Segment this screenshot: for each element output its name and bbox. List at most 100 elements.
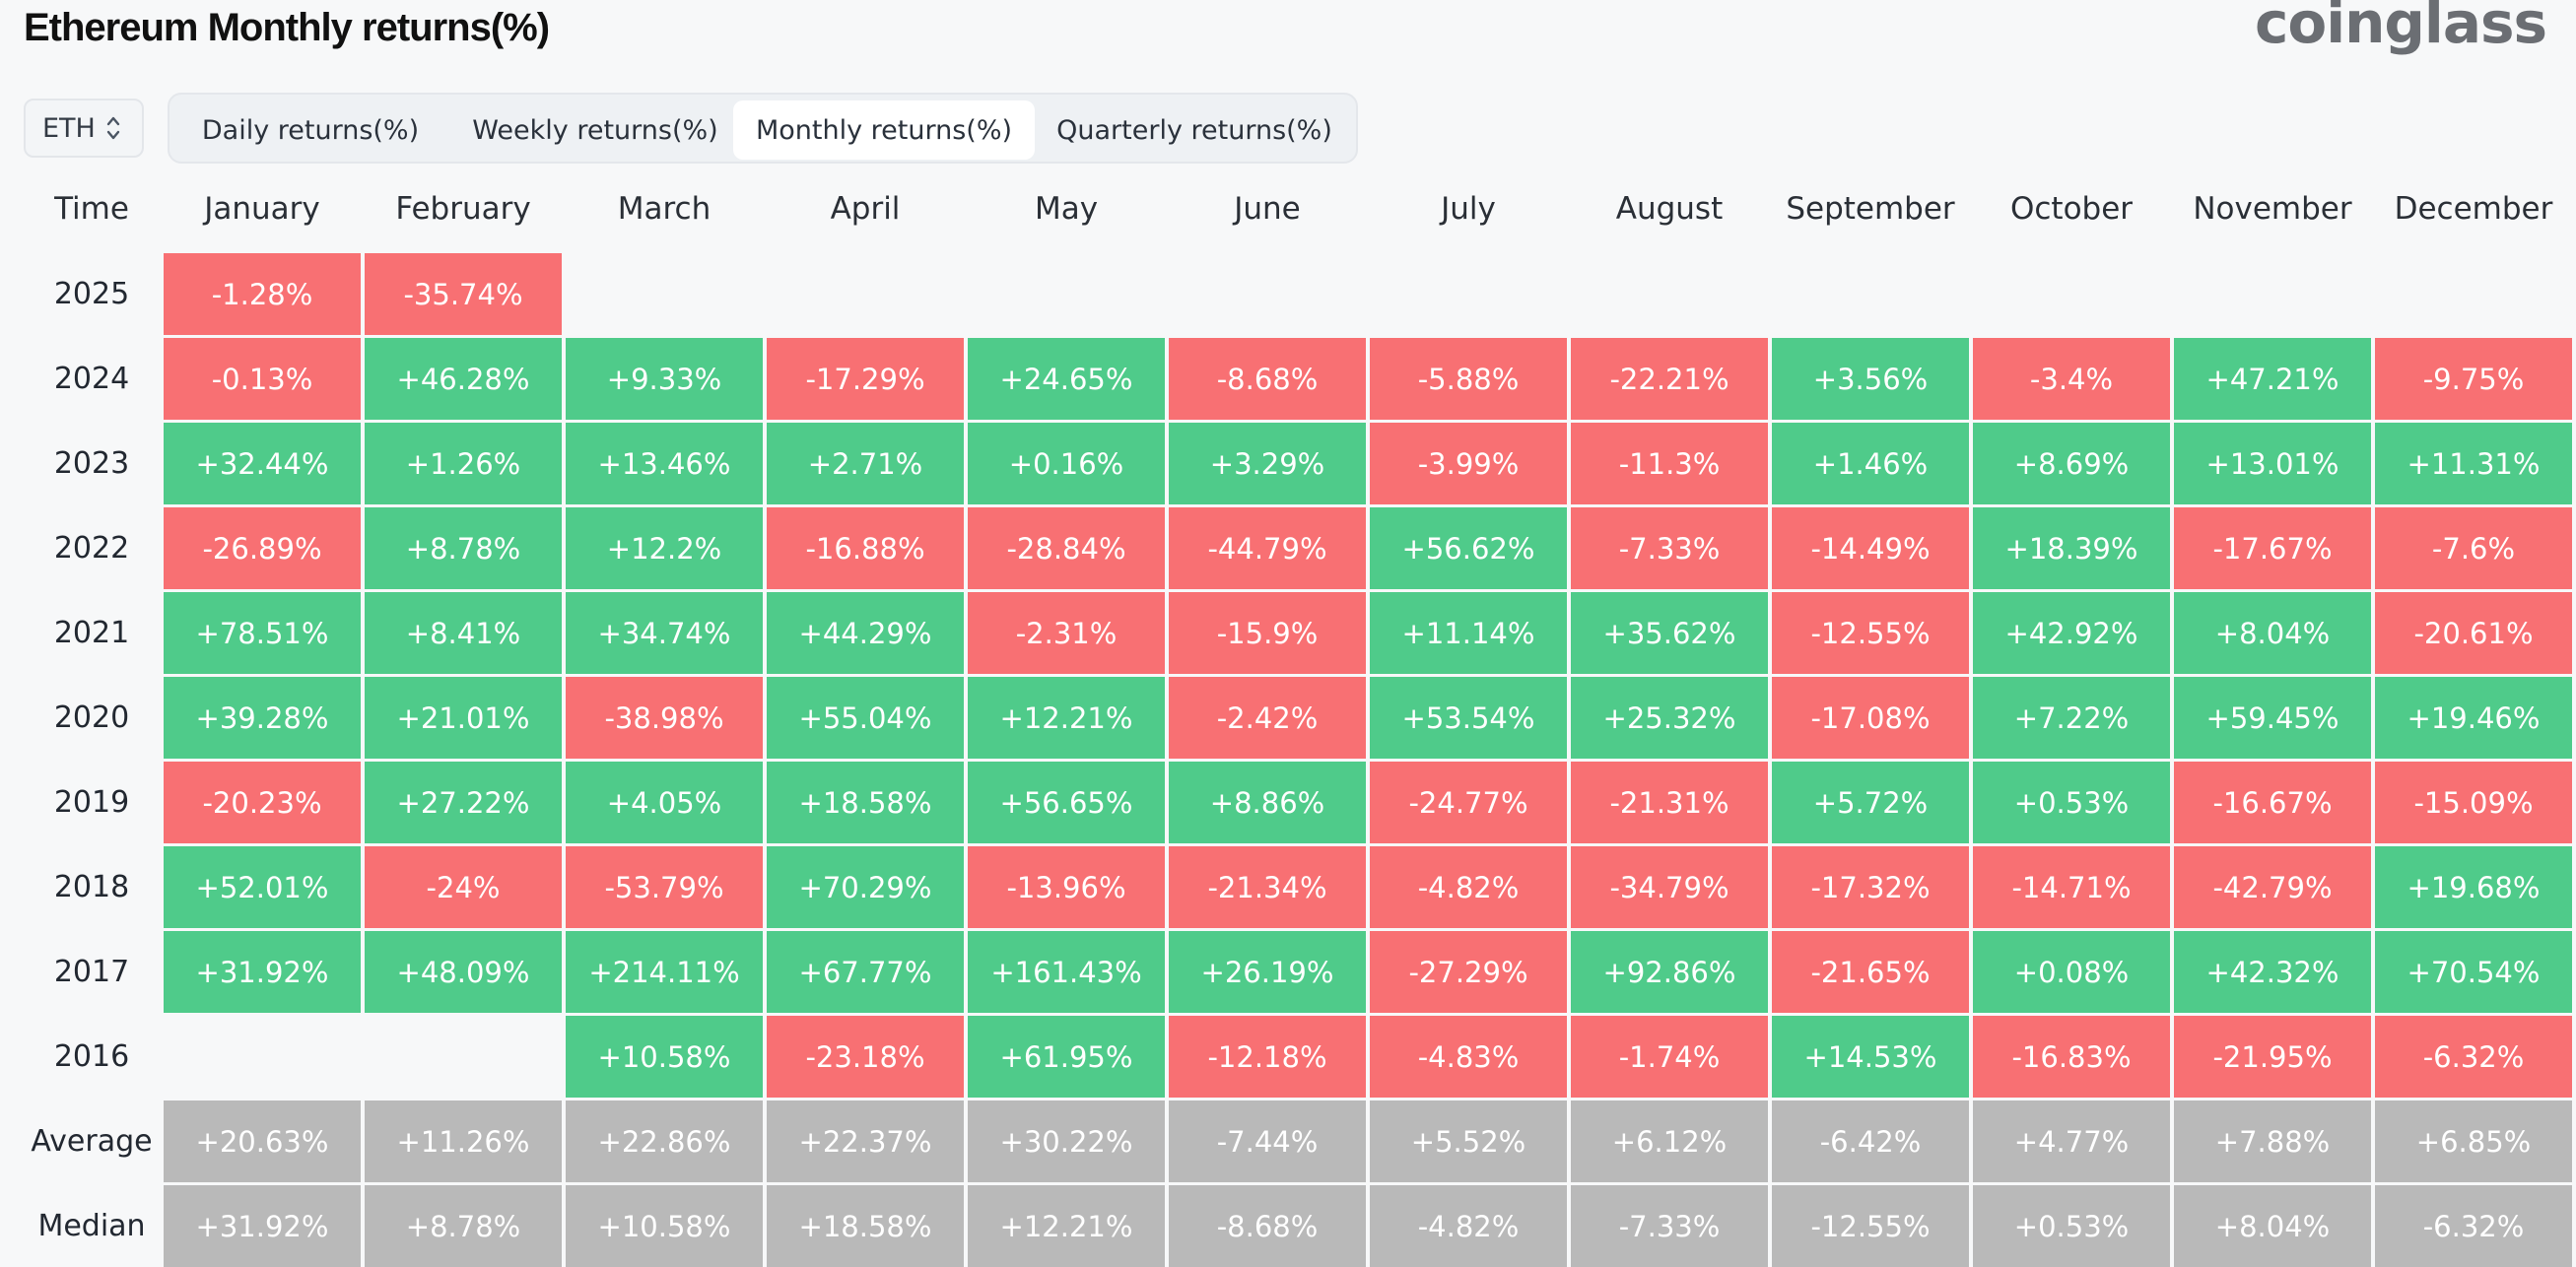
return-cell[interactable]: +13.46% bbox=[566, 423, 763, 504]
return-cell[interactable]: -53.79% bbox=[566, 846, 763, 928]
return-cell[interactable]: +56.65% bbox=[968, 762, 1165, 843]
return-cell[interactable]: +11.26% bbox=[365, 1100, 562, 1182]
return-cell[interactable]: +12.21% bbox=[968, 1185, 1165, 1267]
return-cell[interactable]: +48.09% bbox=[365, 931, 562, 1013]
return-cell[interactable]: -3.99% bbox=[1370, 423, 1567, 504]
return-cell[interactable]: -7.33% bbox=[1571, 507, 1768, 589]
return-cell[interactable]: +0.53% bbox=[1973, 1185, 2170, 1267]
return-cell[interactable]: +78.51% bbox=[164, 592, 361, 674]
return-cell[interactable]: +35.62% bbox=[1571, 592, 1768, 674]
return-cell[interactable]: +11.31% bbox=[2375, 423, 2572, 504]
return-cell[interactable]: +31.92% bbox=[164, 931, 361, 1013]
return-cell[interactable]: +0.16% bbox=[968, 423, 1165, 504]
return-cell[interactable]: +6.12% bbox=[1571, 1100, 1768, 1182]
brand-logo[interactable]: coinglass bbox=[2255, 0, 2547, 56]
return-cell[interactable]: +59.45% bbox=[2174, 677, 2371, 759]
return-cell[interactable]: +18.58% bbox=[767, 1185, 964, 1267]
tab-daily-returns[interactable]: Daily returns(%) bbox=[201, 114, 420, 146]
return-cell[interactable]: -17.67% bbox=[2174, 507, 2371, 589]
return-cell[interactable]: -28.84% bbox=[968, 507, 1165, 589]
return-cell[interactable]: +24.65% bbox=[968, 338, 1165, 420]
return-cell[interactable]: -17.08% bbox=[1772, 677, 1969, 759]
return-cell[interactable]: +21.01% bbox=[365, 677, 562, 759]
return-cell[interactable]: +11.14% bbox=[1370, 592, 1567, 674]
return-cell[interactable]: +70.29% bbox=[767, 846, 964, 928]
return-cell[interactable]: +214.11% bbox=[566, 931, 763, 1013]
return-cell[interactable]: +8.04% bbox=[2174, 1185, 2371, 1267]
return-cell[interactable]: -7.44% bbox=[1169, 1100, 1366, 1182]
return-cell[interactable]: +31.92% bbox=[164, 1185, 361, 1267]
return-cell[interactable]: +18.39% bbox=[1973, 507, 2170, 589]
return-cell[interactable]: -12.55% bbox=[1772, 592, 1969, 674]
return-cell[interactable]: -16.88% bbox=[767, 507, 964, 589]
return-cell[interactable]: +56.62% bbox=[1370, 507, 1567, 589]
return-cell[interactable]: -13.96% bbox=[968, 846, 1165, 928]
return-cell[interactable]: -16.67% bbox=[2174, 762, 2371, 843]
return-cell[interactable]: +19.68% bbox=[2375, 846, 2572, 928]
return-cell[interactable]: +30.22% bbox=[968, 1100, 1165, 1182]
return-cell[interactable]: +27.22% bbox=[365, 762, 562, 843]
return-cell[interactable]: +2.71% bbox=[767, 423, 964, 504]
return-cell[interactable]: +19.46% bbox=[2375, 677, 2572, 759]
return-cell[interactable]: -23.18% bbox=[767, 1016, 964, 1098]
return-cell[interactable]: +92.86% bbox=[1571, 931, 1768, 1013]
return-cell[interactable]: +5.52% bbox=[1370, 1100, 1567, 1182]
return-cell[interactable]: +8.78% bbox=[365, 507, 562, 589]
return-cell[interactable]: +1.46% bbox=[1772, 423, 1969, 504]
return-cell[interactable]: +44.29% bbox=[767, 592, 964, 674]
return-cell[interactable]: -0.13% bbox=[164, 338, 361, 420]
return-cell[interactable]: +13.01% bbox=[2174, 423, 2371, 504]
return-cell[interactable]: -42.79% bbox=[2174, 846, 2371, 928]
return-cell[interactable]: -8.68% bbox=[1169, 338, 1366, 420]
return-cell[interactable]: +161.43% bbox=[968, 931, 1165, 1013]
return-cell[interactable]: +32.44% bbox=[164, 423, 361, 504]
return-cell[interactable]: +9.33% bbox=[566, 338, 763, 420]
return-cell[interactable]: +61.95% bbox=[968, 1016, 1165, 1098]
return-cell[interactable]: +55.04% bbox=[767, 677, 964, 759]
return-cell[interactable]: -24% bbox=[365, 846, 562, 928]
return-cell[interactable]: -1.74% bbox=[1571, 1016, 1768, 1098]
return-cell[interactable]: -21.34% bbox=[1169, 846, 1366, 928]
tab-monthly-returns[interactable]: Monthly returns(%) bbox=[733, 100, 1035, 160]
return-cell[interactable]: -6.32% bbox=[2375, 1016, 2572, 1098]
return-cell[interactable]: +12.2% bbox=[566, 507, 763, 589]
return-cell[interactable]: -6.42% bbox=[1772, 1100, 1969, 1182]
return-cell[interactable]: +5.72% bbox=[1772, 762, 1969, 843]
return-cell[interactable]: +14.53% bbox=[1772, 1016, 1969, 1098]
return-cell[interactable]: +18.58% bbox=[767, 762, 964, 843]
return-cell[interactable]: -4.82% bbox=[1370, 846, 1567, 928]
return-cell[interactable]: +0.08% bbox=[1973, 931, 2170, 1013]
return-cell[interactable]: +8.41% bbox=[365, 592, 562, 674]
return-cell[interactable]: +52.01% bbox=[164, 846, 361, 928]
return-cell[interactable]: +8.04% bbox=[2174, 592, 2371, 674]
tab-weekly-returns[interactable]: Weekly returns(%) bbox=[472, 114, 718, 146]
return-cell[interactable]: -22.21% bbox=[1571, 338, 1768, 420]
return-cell[interactable]: +7.88% bbox=[2174, 1100, 2371, 1182]
return-cell[interactable]: -4.83% bbox=[1370, 1016, 1567, 1098]
return-cell[interactable]: +70.54% bbox=[2375, 931, 2572, 1013]
return-cell[interactable]: -15.9% bbox=[1169, 592, 1366, 674]
return-cell[interactable]: +7.22% bbox=[1973, 677, 2170, 759]
return-cell[interactable]: -2.42% bbox=[1169, 677, 1366, 759]
return-cell[interactable]: -27.29% bbox=[1370, 931, 1567, 1013]
return-cell[interactable]: +46.28% bbox=[365, 338, 562, 420]
return-cell[interactable]: +42.92% bbox=[1973, 592, 2170, 674]
return-cell[interactable]: -20.23% bbox=[164, 762, 361, 843]
tab-quarterly-returns[interactable]: Quarterly returns(%) bbox=[1056, 114, 1332, 146]
return-cell[interactable]: -4.82% bbox=[1370, 1185, 1567, 1267]
return-cell[interactable]: +67.77% bbox=[767, 931, 964, 1013]
return-cell[interactable]: -21.31% bbox=[1571, 762, 1768, 843]
return-cell[interactable]: -15.09% bbox=[2375, 762, 2572, 843]
return-cell[interactable]: +22.86% bbox=[566, 1100, 763, 1182]
return-cell[interactable]: -14.71% bbox=[1973, 846, 2170, 928]
return-cell[interactable]: -1.28% bbox=[164, 253, 361, 335]
return-cell[interactable]: +8.78% bbox=[365, 1185, 562, 1267]
return-cell[interactable]: +34.74% bbox=[566, 592, 763, 674]
return-cell[interactable]: +0.53% bbox=[1973, 762, 2170, 843]
return-cell[interactable]: -12.55% bbox=[1772, 1185, 1969, 1267]
return-cell[interactable]: +42.32% bbox=[2174, 931, 2371, 1013]
return-cell[interactable]: +22.37% bbox=[767, 1100, 964, 1182]
return-cell[interactable]: -14.49% bbox=[1772, 507, 1969, 589]
return-cell[interactable]: +25.32% bbox=[1571, 677, 1768, 759]
return-cell[interactable]: -16.83% bbox=[1973, 1016, 2170, 1098]
